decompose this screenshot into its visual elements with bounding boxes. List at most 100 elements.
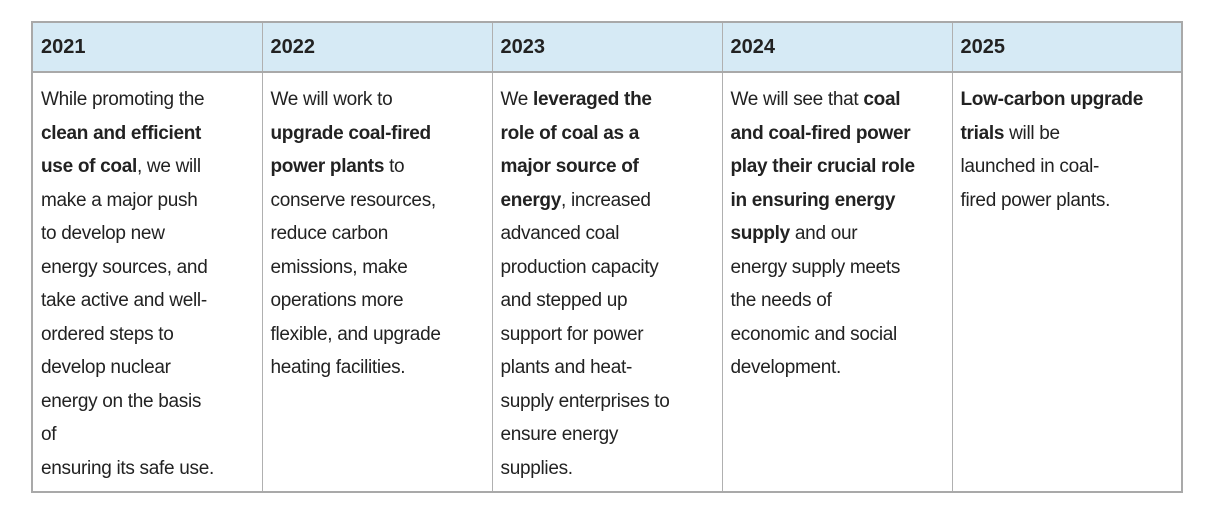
text: We will work to <box>270 89 393 110</box>
text: , increased <box>561 189 651 211</box>
text: ensure energy <box>500 424 619 445</box>
text: advanced coal <box>500 223 620 244</box>
text: and stepped up <box>500 290 628 311</box>
coal-policy-table: 2021 2022 2023 2024 2025 While promoting the… <box>31 21 1183 493</box>
cell-line: reduce carbon <box>271 217 484 251</box>
cell-line: development. <box>731 351 944 385</box>
cell-line: supplies. <box>501 452 714 486</box>
cell-line: energy sources, and <box>41 251 254 285</box>
header-row: 2021 2022 2023 2024 2025 <box>31 21 1183 73</box>
cell-line: fired power plants. <box>961 184 1174 218</box>
cell-line: energy supply meets <box>731 251 944 285</box>
cell-line: upgrade coal-fired <box>271 117 484 151</box>
text: and our <box>789 223 858 244</box>
text: to develop new <box>41 223 165 244</box>
cell-line: While promoting the <box>41 83 254 117</box>
cell-line: operations more <box>271 284 484 318</box>
bold-text: use of coal <box>41 156 137 177</box>
text: economic and social <box>730 323 898 345</box>
column-header-2023: 2023 <box>491 21 723 73</box>
cell-line: develop nuclear <box>41 351 254 385</box>
bold-text: supply <box>730 223 791 244</box>
bold-text: play their crucial role <box>730 156 916 177</box>
text: heating facilities. <box>270 357 406 378</box>
cell-line: ordered steps to <box>41 318 254 352</box>
cell-line: economic and social <box>731 318 944 352</box>
cell-line: ensure energy <box>501 418 714 452</box>
bold-text: trials <box>960 122 1005 144</box>
bold-text: role of coal as a <box>500 122 640 144</box>
bold-text: clean and efficient <box>41 122 202 144</box>
text: , we will <box>136 156 201 177</box>
text: energy on the basis <box>41 390 202 412</box>
cell-line: supply and our <box>731 217 944 251</box>
column-header-2025: 2025 <box>951 21 1183 73</box>
table-row: While promoting the clean and efficient us… <box>31 71 1183 493</box>
text: the needs of <box>730 290 832 311</box>
bold-text: Low-carbon upgrade <box>960 89 1144 110</box>
cell-line: the needs of <box>731 284 944 318</box>
column-header-2021: 2021 <box>31 21 263 73</box>
column-header-2024: 2024 <box>721 21 953 73</box>
cell-line: plants and heat- <box>501 351 714 385</box>
text: We will see that <box>730 89 864 110</box>
cell-line: in ensuring energy <box>731 184 944 218</box>
cell-line: advanced coal <box>501 217 714 251</box>
cell-line: flexible, and upgrade <box>271 318 484 352</box>
text: take active and well- <box>41 290 207 311</box>
text: fired power plants. <box>960 189 1111 211</box>
text: conserve resources, <box>270 189 437 211</box>
bold-text: power plants <box>270 156 385 177</box>
cell-line: We will work to <box>271 83 484 117</box>
text: reduce carbon <box>270 223 389 244</box>
text: While promoting the <box>41 89 205 110</box>
bold-text: major source of <box>500 156 639 177</box>
cell-line: of <box>41 418 254 452</box>
text: supplies. <box>500 457 574 479</box>
text: to <box>384 156 405 177</box>
bold-text: energy <box>500 189 562 211</box>
table-cell-2021: While promoting the clean and efficient us… <box>31 71 263 493</box>
cell-line: clean and efficient <box>41 117 254 151</box>
cell-line: make a major push <box>41 184 254 218</box>
text: develop nuclear <box>41 357 171 378</box>
bold-text: and coal-fired power <box>730 122 911 144</box>
cell-line: energy, increased <box>501 184 714 218</box>
text: development. <box>730 357 842 378</box>
text: supply enterprises to <box>500 390 670 412</box>
cell-line: supply enterprises to <box>501 385 714 419</box>
table-cell-2024: We will see that coal and coal-fired powe… <box>721 71 953 493</box>
text: launched in coal- <box>960 156 1100 177</box>
cell-line: major source of <box>501 150 714 184</box>
column-header-2022: 2022 <box>261 21 493 73</box>
table-cell-2025: Low-carbon upgrade trials will be launched… <box>951 71 1183 493</box>
cell-line: play their crucial role <box>731 150 944 184</box>
text: plants and heat- <box>500 357 633 378</box>
cell-line: to develop new <box>41 217 254 251</box>
cell-line: support for power <box>501 318 714 352</box>
cell-line: emissions, make <box>271 251 484 285</box>
cell-line: energy on the basis <box>41 385 254 419</box>
cell-line: We leveraged the <box>501 83 714 117</box>
cell-line: role of coal as a <box>501 117 714 151</box>
text: of <box>41 424 57 445</box>
cell-line: conserve resources, <box>271 184 484 218</box>
text: ensuring its safe use. <box>41 457 214 479</box>
text: make a major push <box>41 189 198 211</box>
text: flexible, and upgrade <box>270 323 441 345</box>
bold-text: in ensuring energy <box>730 189 896 211</box>
cell-line: use of coal, we will <box>41 150 254 184</box>
cell-line: heating facilities. <box>271 351 484 385</box>
text: energy supply meets <box>730 256 901 278</box>
cell-line: production capacity <box>501 251 714 285</box>
bold-text: coal <box>863 89 901 110</box>
text: energy sources, and <box>41 256 208 278</box>
bold-text: upgrade coal-fired <box>270 122 432 144</box>
bold-text: leveraged the <box>533 89 652 110</box>
text: production capacity <box>500 256 659 278</box>
cell-line: launched in coal- <box>961 150 1174 184</box>
text: ordered steps to <box>41 323 174 345</box>
text: emissions, make <box>270 256 408 278</box>
table-cell-2023: We leveraged the role of coal as a major s… <box>491 71 723 493</box>
table-cell-2022: We will work to upgrade coal-fired power p… <box>261 71 493 493</box>
